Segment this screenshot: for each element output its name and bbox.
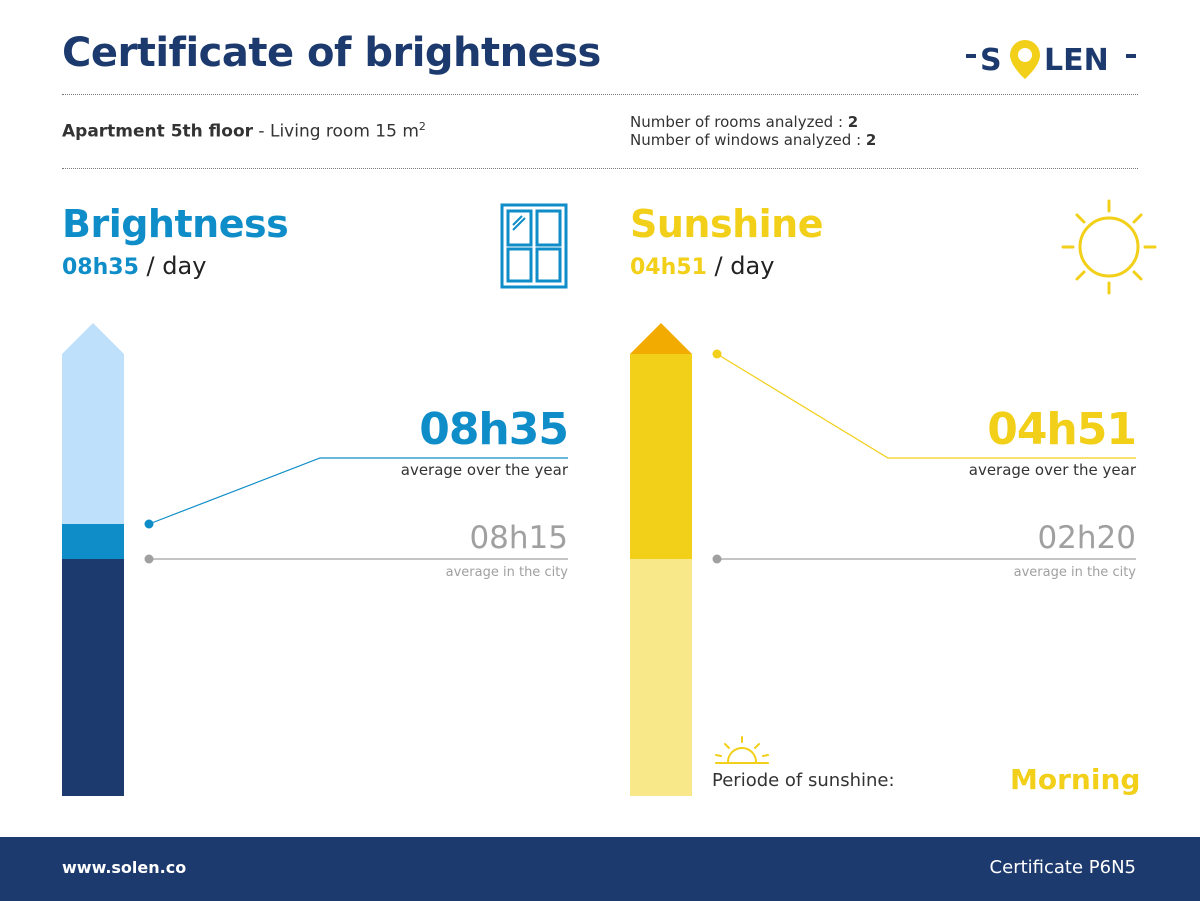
rooms-label: Number of rooms analyzed : xyxy=(630,113,848,131)
svg-text:S: S xyxy=(980,43,1002,78)
windows-label: Number of windows analyzed : xyxy=(630,131,866,149)
footer-certificate-id: Certificate P6N5 xyxy=(989,857,1136,878)
brightness-bar-city-segment xyxy=(62,559,124,796)
sunshine-period-label: Periode of sunshine: xyxy=(712,770,895,791)
sunrise-icon xyxy=(715,736,769,764)
footer-bar xyxy=(0,837,1200,901)
sunshine-bar-arrow xyxy=(630,323,692,354)
sunshine-city-value: 02h20 xyxy=(1037,520,1136,556)
brightness-leader-lines xyxy=(144,457,568,564)
per-day-unit: / day xyxy=(138,252,207,280)
sunshine-per-day-value: 04h51 xyxy=(630,255,707,280)
brightness-title: Brightness xyxy=(62,202,289,246)
brightness-year-label: average over the year xyxy=(400,461,568,479)
brightness-city-label: average in the city xyxy=(445,565,568,580)
rooms-value: 2 xyxy=(847,113,859,131)
per-day-unit: / day xyxy=(706,252,775,280)
sunshine-per-day: 04h51 / day xyxy=(630,252,774,280)
brightness-bar-max-segment xyxy=(62,354,124,524)
area-unit-exponent: 2 xyxy=(418,120,426,133)
windows-value: 2 xyxy=(865,131,877,149)
brightness-bar-own-segment xyxy=(62,524,124,559)
solen-logo: S LEN xyxy=(966,40,1136,79)
sunshine-bar xyxy=(630,323,692,796)
analysis-counts: Number of rooms analyzed : 2 Number of w… xyxy=(630,113,876,149)
window-icon xyxy=(500,203,568,289)
sunshine-year-value: 04h51 xyxy=(987,404,1137,455)
sun-icon xyxy=(1061,199,1157,295)
sunshine-year-line xyxy=(716,353,1136,459)
sunshine-bar-city-segment xyxy=(630,559,692,796)
sunshine-leader-lines xyxy=(712,349,1136,564)
sunshine-period-value: Morning xyxy=(1010,763,1141,796)
page-title: Certificate of brightness xyxy=(62,30,601,76)
brightness-per-day-value: 08h35 xyxy=(62,255,139,280)
footer-website-link[interactable]: www.solen.co xyxy=(62,858,187,877)
brightness-per-day: 08h35 / day xyxy=(62,252,206,280)
brightness-bar xyxy=(62,323,124,796)
divider xyxy=(62,94,1138,95)
sunshine-bar-own-segment xyxy=(630,354,692,559)
sunshine-year-label: average over the year xyxy=(968,461,1136,479)
brightness-year-value: 08h35 xyxy=(419,404,569,455)
room-description: - Living room 15 m xyxy=(253,121,419,142)
svg-text:LEN: LEN xyxy=(1044,43,1109,78)
sunshine-city-label: average in the city xyxy=(1013,565,1136,580)
sunshine-title: Sunshine xyxy=(630,202,824,246)
apartment-info: Apartment 5th floor - Living room 15 m2 xyxy=(62,120,426,142)
apartment-name: Apartment 5th floor xyxy=(62,121,254,142)
brightness-year-line xyxy=(148,457,568,525)
brightness-city-value: 08h15 xyxy=(469,520,568,556)
divider xyxy=(62,168,1138,169)
brightness-bar-arrow xyxy=(62,323,124,354)
